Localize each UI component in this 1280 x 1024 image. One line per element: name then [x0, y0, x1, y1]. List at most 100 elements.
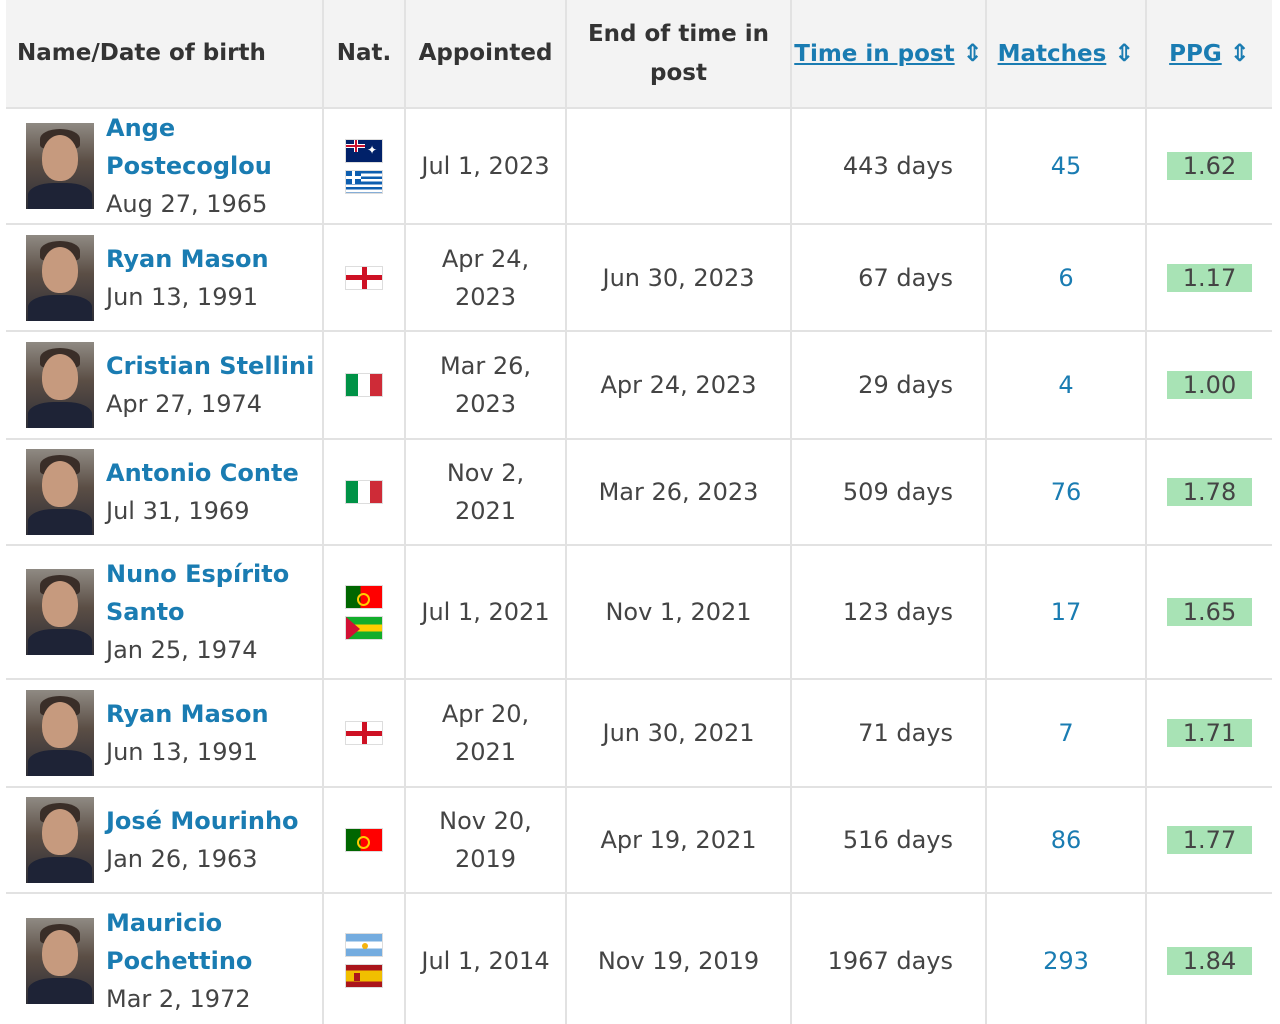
coach-name-link[interactable]: Nuno Espírito Santo	[106, 560, 290, 626]
matches-link[interactable]: 293	[986, 893, 1147, 1024]
ppg-value: 1.17	[1167, 263, 1252, 292]
header-time-in-post-label: Time in post	[794, 40, 955, 67]
date-of-birth: Jun 13, 1991	[106, 738, 259, 766]
flag-it-icon	[345, 480, 383, 504]
time-in-post: 67 days	[791, 224, 987, 332]
nationality-cell	[323, 439, 406, 546]
sort-updown-icon: ⇕	[1114, 38, 1135, 67]
flag-en-icon	[345, 721, 383, 745]
table-row: Cristian Stellini Apr 27, 1974 Mar 26, 2…	[6, 331, 1272, 440]
header-end-line2: post	[650, 59, 707, 86]
header-end-of-time: End of time in post	[566, 0, 792, 109]
name-dob-cell: Cristian Stellini Apr 27, 1974	[6, 331, 324, 440]
table-header-row: Name/Date of birth Nat. Appointed End of…	[6, 0, 1272, 109]
header-time-in-post-sort[interactable]: Time in post ⇕	[791, 0, 987, 109]
coach-name-link[interactable]: Ryan Mason	[106, 244, 269, 273]
coach-name-link[interactable]: Mauricio Pochettino	[106, 908, 253, 975]
flag-st-icon	[345, 615, 383, 640]
appointed-date: Nov 20, 2019	[405, 787, 567, 894]
end-date: Jun 30, 2023	[566, 224, 792, 332]
name-dob-cell: Ryan Mason Jun 13, 1991	[6, 224, 324, 332]
table-row: Nuno Espírito Santo Jan 25, 1974 Jul 1, …	[6, 545, 1272, 680]
end-date: Mar 26, 2023	[566, 439, 792, 546]
matches-link[interactable]: 45	[986, 108, 1147, 225]
coach-avatar[interactable]	[26, 797, 94, 883]
coach-avatar[interactable]	[26, 449, 94, 535]
name-dob-cell: José Mourinho Jan 26, 1963	[6, 787, 324, 894]
table-row: Ryan Mason Jun 13, 1991 Apr 24, 2023 Jun…	[6, 224, 1272, 332]
ppg-cell: 1.78	[1146, 439, 1272, 546]
ppg-cell: 1.62	[1146, 108, 1272, 225]
header-appointed: Appointed	[405, 0, 567, 109]
ppg-cell: 1.71	[1146, 679, 1272, 788]
coach-avatar[interactable]	[26, 569, 94, 655]
date-of-birth: Apr 27, 1974	[106, 390, 263, 418]
nationality-cell	[323, 679, 406, 788]
ppg-value: 1.84	[1167, 946, 1252, 975]
nationality-cell	[323, 893, 406, 1024]
flag-it-icon	[345, 373, 383, 397]
coach-name-link[interactable]: Ryan Mason	[106, 700, 269, 728]
appointed-date: Jul 1, 2014	[405, 893, 567, 1024]
end-date: Jun 30, 2021	[566, 679, 792, 788]
table-row: Mauricio Pochettino Mar 2, 1972 Jul 1, 2…	[6, 893, 1272, 1024]
matches-link[interactable]: 17	[986, 545, 1147, 680]
appointed-date: Apr 24, 2023	[405, 224, 567, 332]
header-ppg-sort[interactable]: PPG ⇕	[1146, 0, 1272, 109]
flag-es-icon	[345, 964, 383, 988]
name-dob-cell: Ryan Mason Jun 13, 1991	[6, 679, 324, 788]
ppg-cell: 1.77	[1146, 787, 1272, 894]
appointed-date: Nov 2, 2021	[405, 439, 567, 546]
matches-link[interactable]: 86	[986, 787, 1147, 894]
coach-avatar[interactable]	[26, 917, 94, 1004]
header-matches-label: Matches	[997, 40, 1107, 67]
table-row: Ange Postecoglou Aug 27, 1965 Jul 1, 202…	[6, 108, 1272, 225]
coach-avatar[interactable]	[26, 690, 94, 776]
time-in-post: 29 days	[791, 331, 987, 440]
name-dob-cell: Antonio Conte Jul 31, 1969	[6, 439, 324, 546]
ppg-cell: 1.84	[1146, 893, 1272, 1024]
coach-avatar[interactable]	[26, 342, 94, 428]
appointed-date: Jul 1, 2023	[405, 108, 567, 225]
date-of-birth: Mar 2, 1972	[106, 984, 251, 1013]
matches-link[interactable]: 7	[986, 679, 1147, 788]
ppg-cell: 1.17	[1146, 224, 1272, 332]
nationality-cell	[323, 787, 406, 894]
time-in-post: 1967 days	[791, 893, 987, 1024]
coach-history-table: Name/Date of birth Nat. Appointed End of…	[6, 0, 1272, 1024]
coach-avatar[interactable]	[26, 123, 94, 209]
time-in-post: 71 days	[791, 679, 987, 788]
ppg-value: 1.65	[1167, 598, 1252, 626]
time-in-post: 516 days	[791, 787, 987, 894]
ppg-value: 1.00	[1167, 371, 1252, 399]
time-in-post: 443 days	[791, 108, 987, 225]
date-of-birth: Jun 13, 1991	[106, 282, 259, 311]
coach-name-link[interactable]: Cristian Stellini	[106, 352, 315, 380]
time-in-post: 509 days	[791, 439, 987, 546]
coach-name-link[interactable]: Antonio Conte	[106, 459, 299, 487]
date-of-birth: Jan 25, 1974	[106, 636, 258, 664]
end-date: Nov 19, 2019	[566, 893, 792, 1024]
ppg-cell: 1.65	[1146, 545, 1272, 680]
header-nationality: Nat.	[323, 0, 406, 109]
matches-link[interactable]: 76	[986, 439, 1147, 546]
matches-link[interactable]: 4	[986, 331, 1147, 440]
flag-pt-icon	[345, 828, 383, 852]
nationality-cell	[323, 224, 406, 332]
sort-updown-icon: ⇕	[1229, 38, 1250, 67]
coach-name-link[interactable]: Ange Postecoglou	[106, 114, 272, 180]
flag-au-icon	[345, 138, 383, 163]
sort-updown-icon: ⇕	[962, 38, 983, 67]
time-in-post: 123 days	[791, 545, 987, 680]
coach-avatar[interactable]	[26, 234, 94, 321]
coach-name-link[interactable]: José Mourinho	[106, 807, 299, 835]
appointed-date: Jul 1, 2021	[405, 545, 567, 680]
matches-link[interactable]: 6	[986, 224, 1147, 332]
header-ppg-label: PPG	[1169, 40, 1222, 67]
name-dob-cell: Mauricio Pochettino Mar 2, 1972	[6, 893, 324, 1024]
ppg-value: 1.77	[1167, 826, 1252, 854]
appointed-date: Apr 20, 2021	[405, 679, 567, 788]
header-end-line1: End of time in	[587, 20, 770, 47]
header-matches-sort[interactable]: Matches ⇕	[986, 0, 1147, 109]
ppg-cell: 1.00	[1146, 331, 1272, 440]
